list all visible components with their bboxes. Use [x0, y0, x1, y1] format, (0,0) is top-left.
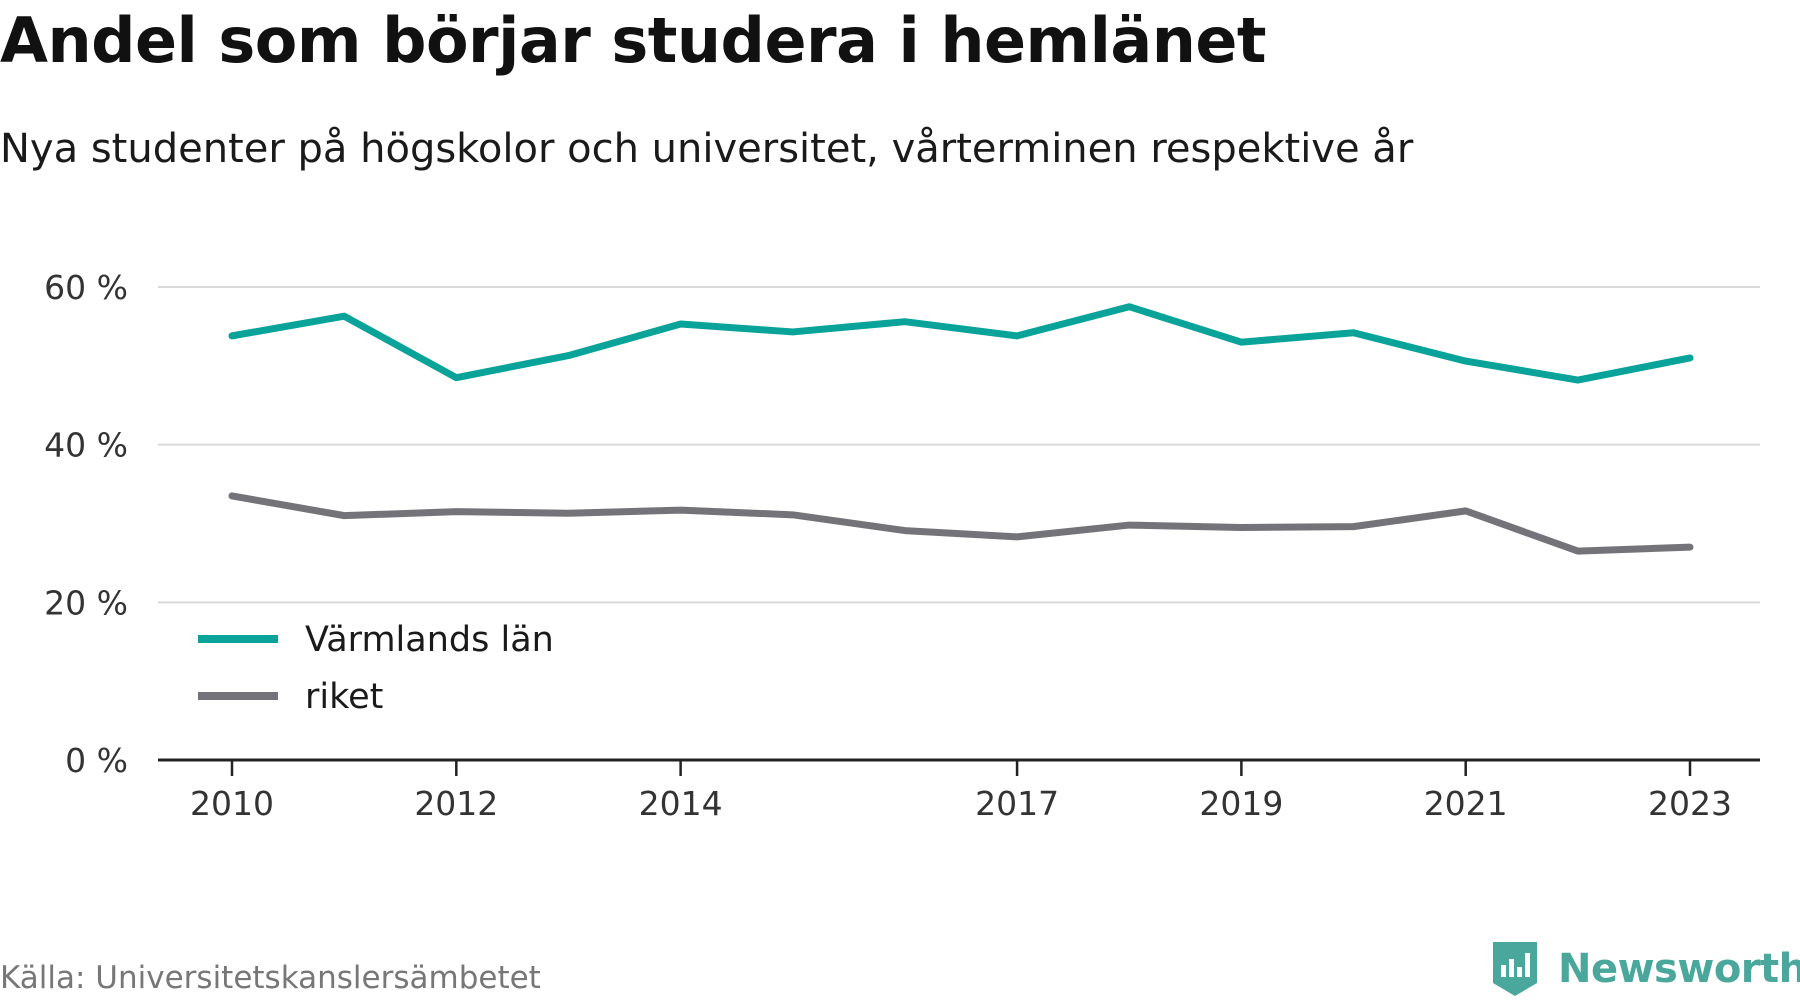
x-tick-label: 2012 — [414, 784, 498, 823]
chart-subtitle: Nya studenter på högskolor och universit… — [0, 126, 1414, 172]
x-tick-label: 2017 — [975, 784, 1059, 823]
series-line-riket — [228, 492, 1694, 555]
x-tick-label: 2019 — [1199, 784, 1283, 823]
y-tick-label: 0 % — [65, 741, 128, 780]
x-axis-ticks: 2010 2012 2014 2017 2019 2021 2023 — [190, 760, 1732, 823]
series-line-varmlands-lan — [228, 303, 1694, 384]
source-note: Källa: Universitetskanslersämbetet — [0, 960, 541, 996]
y-tick-label: 20 % — [44, 583, 128, 622]
x-tick-label: 2021 — [1424, 784, 1508, 823]
x-tick-label: 2014 — [639, 784, 723, 823]
legend: Värmlands län riket — [198, 620, 554, 717]
brand-logo: Newsworthy — [1490, 938, 1800, 1000]
chart-title: Andel som börjar studera i hemlänet — [0, 4, 1267, 77]
y-tick-label: 40 % — [44, 426, 128, 465]
series-lines — [228, 303, 1694, 555]
legend-label: Värmlands län — [305, 620, 554, 660]
x-tick-label: 2023 — [1648, 784, 1732, 823]
legend-label: riket — [305, 677, 383, 717]
brand-name: Newsworthy — [1558, 946, 1800, 992]
y-axis-ticks: 0 % 20 % 40 % 60 % — [44, 268, 128, 780]
x-tick-label: 2010 — [190, 784, 274, 823]
newsworthy-logo-icon — [1493, 942, 1537, 996]
y-tick-label: 60 % — [44, 268, 128, 307]
gridlines — [158, 286, 1760, 604]
